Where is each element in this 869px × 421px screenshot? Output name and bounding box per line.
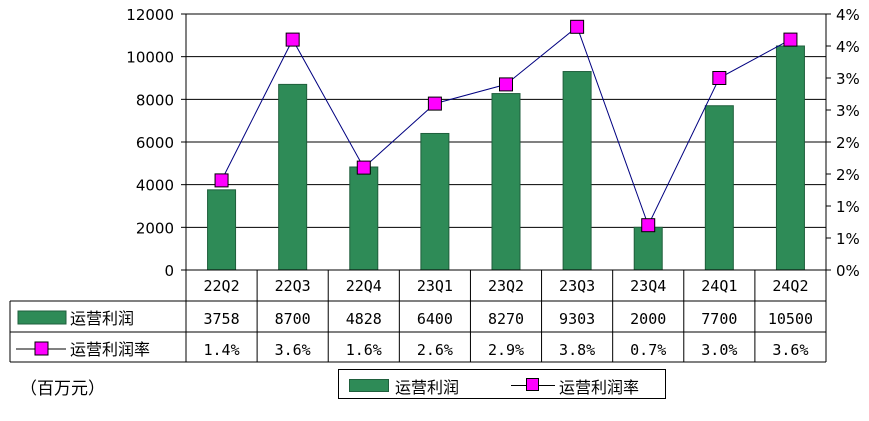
legend: 运营利润 运营利润率	[338, 369, 666, 399]
table-cell-value: 2.9%	[488, 341, 524, 359]
line-point	[570, 19, 585, 34]
table-row-label: 运营利润率	[70, 340, 150, 359]
bar	[349, 166, 379, 271]
category-label: 22Q3	[275, 277, 311, 295]
category-label: 24Q2	[772, 277, 808, 295]
bar	[562, 71, 592, 271]
table-cell-value: 3.6%	[772, 341, 808, 359]
legend-label-operating-margin: 运营利润率	[559, 378, 640, 397]
line-point	[712, 71, 727, 85]
left-axis-tick-label: 12000	[126, 6, 174, 24]
category-label: 23Q4	[630, 277, 666, 295]
line-point	[427, 96, 442, 111]
line-point	[285, 32, 300, 47]
table-cell-value: 2000	[630, 310, 666, 328]
table-cell-value: 2.6%	[417, 341, 453, 359]
table-cell-value: 10500	[768, 310, 813, 328]
right-axis-tick-label: 3%	[836, 70, 860, 88]
bar	[278, 83, 308, 271]
table-cell-value: 3758	[203, 310, 239, 328]
table-cell-value: 3.8%	[559, 341, 595, 359]
table-cell-value: 8700	[275, 310, 311, 328]
table-cell-value: 7700	[701, 310, 737, 328]
category-label: 23Q1	[417, 277, 453, 295]
data-table: 22Q2 22Q3 22Q4 23Q1 23Q2 23Q3 23Q4 24Q1 24Q2 运营利润…	[9, 269, 827, 363]
left-axis-ticks: 0 2000 4000 6000 8000 10000 12000	[126, 6, 186, 280]
right-axis-tick-label: 3%	[836, 102, 860, 120]
table-row-label: 运营利润	[70, 309, 134, 328]
left-axis-tick-label: 0	[164, 262, 174, 280]
bar	[633, 226, 663, 271]
line-point	[356, 160, 371, 175]
line-point	[499, 77, 513, 92]
table-key-bar	[17, 310, 67, 325]
category-label: 22Q2	[203, 277, 239, 295]
bar	[491, 93, 521, 271]
unit-label: （百万元）	[20, 379, 105, 399]
right-axis-tick-label: 2%	[836, 166, 860, 184]
line-point	[214, 173, 229, 188]
left-axis-tick-label: 8000	[136, 91, 174, 109]
table-cell-value: 4828	[346, 310, 382, 328]
left-axis-tick-label: 10000	[126, 49, 174, 67]
line-series	[214, 19, 798, 233]
left-axis-tick-label: 4000	[136, 177, 174, 195]
line-point	[641, 218, 656, 233]
table-cell-value: 1.6%	[346, 341, 382, 359]
table-cell-value: 3.0%	[701, 341, 737, 359]
category-label: 24Q1	[701, 277, 737, 295]
table-cell-value: 3.6%	[275, 341, 311, 359]
legend-marker-swatch	[526, 378, 539, 391]
bar	[704, 105, 734, 271]
category-label: 23Q3	[559, 277, 595, 295]
line-point	[783, 32, 798, 47]
bar	[207, 189, 237, 271]
right-axis-tick-label: 2%	[836, 134, 860, 152]
right-axis-ticks: 0% 1% 1% 2% 2% 3% 3% 4% 4%	[826, 6, 860, 280]
right-axis-tick-label: 4%	[836, 38, 860, 56]
table-cell-value: 0.7%	[630, 341, 666, 359]
right-axis-tick-label: 0%	[836, 262, 860, 280]
category-label: 23Q2	[488, 277, 524, 295]
bar	[775, 45, 805, 271]
bar-series	[207, 45, 805, 271]
right-axis-tick-label: 1%	[836, 198, 860, 216]
table-cell-value: 1.4%	[203, 341, 239, 359]
left-axis-tick-label: 6000	[136, 134, 174, 152]
table-cell-value: 8270	[488, 310, 524, 328]
category-label: 22Q4	[346, 277, 382, 295]
table-cell-value: 9303	[559, 310, 595, 328]
right-axis-tick-label: 4%	[836, 6, 860, 24]
bar	[420, 132, 450, 271]
legend-bar-swatch	[349, 379, 389, 392]
table-key-marker	[34, 341, 49, 356]
left-axis-tick-label: 2000	[136, 219, 174, 237]
table-cell-value: 6400	[417, 310, 453, 328]
right-axis-tick-label: 1%	[836, 230, 860, 248]
legend-label-operating-profit: 运营利润	[395, 378, 460, 397]
